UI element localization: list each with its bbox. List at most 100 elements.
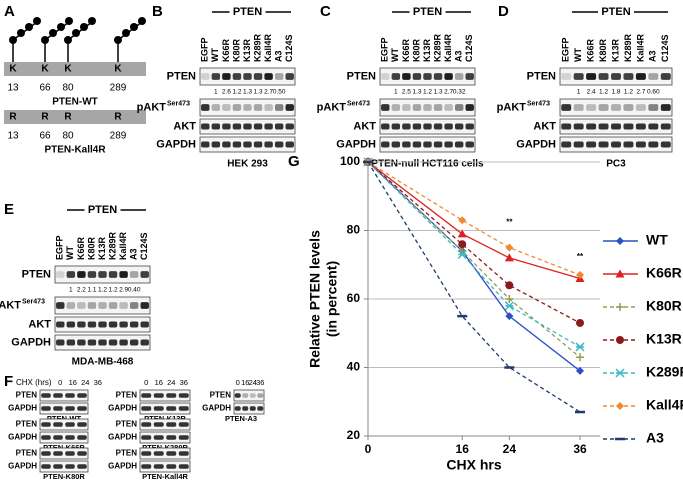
ubiquitin	[72, 29, 80, 37]
lane-label: EGFP	[380, 37, 390, 62]
marker	[505, 281, 514, 290]
blot-band	[65, 422, 75, 427]
blot-band	[444, 104, 453, 111]
row-label: GAPDH	[11, 336, 51, 348]
quantification: 2.7	[444, 89, 453, 96]
protein-bar	[4, 62, 146, 76]
protein-bar	[4, 110, 146, 124]
site-position: 66	[39, 131, 51, 142]
blot-band	[153, 464, 164, 469]
blot-band	[77, 464, 87, 469]
blot-band	[140, 339, 149, 346]
y-tick-label: 80	[347, 223, 361, 237]
series-line	[367, 161, 581, 358]
ubiquitin	[9, 36, 17, 44]
site: K	[9, 64, 17, 75]
blot-band	[264, 104, 273, 111]
blot-band	[586, 73, 597, 80]
blot-band	[249, 406, 256, 411]
blot-band	[119, 339, 128, 346]
blot-band	[242, 393, 249, 398]
blot-band	[234, 406, 241, 411]
construct-name: PTEN-WT	[52, 97, 98, 108]
blot-band	[178, 451, 189, 456]
blot-band	[98, 271, 107, 278]
blot-band	[222, 123, 231, 130]
site: K	[64, 64, 72, 75]
series-line	[367, 161, 581, 280]
lane-label: K80R	[411, 38, 421, 62]
quantification: 1.2	[599, 89, 608, 96]
construct-name: PTEN-Kall4R	[44, 145, 106, 156]
row-label: GAPDH	[8, 462, 37, 471]
blot-band	[98, 321, 107, 328]
blot-band	[129, 271, 139, 278]
row-label: GAPDH	[108, 433, 137, 442]
blot-band	[586, 104, 597, 111]
blot-band	[166, 464, 177, 469]
lane-label: EGFP	[200, 37, 210, 62]
blot-band	[77, 393, 87, 398]
blot-band	[178, 422, 189, 427]
time-label: CHX (hrs)	[16, 378, 52, 387]
blot-header: PTEN	[413, 6, 442, 18]
blot-band	[243, 141, 252, 148]
marker	[457, 249, 467, 260]
lane-label: EGFP	[561, 37, 571, 62]
marker	[576, 271, 584, 280]
blot-band	[465, 123, 474, 130]
marker	[504, 253, 514, 262]
lane-label: A3	[129, 248, 139, 260]
blot-band	[561, 123, 572, 130]
blot-band	[465, 141, 474, 148]
blot-band	[598, 104, 609, 111]
blot-band	[77, 271, 86, 278]
ubiquitin	[65, 17, 73, 25]
blot-frame	[379, 98, 476, 117]
blot-frame	[39, 418, 89, 431]
blot-band	[153, 393, 164, 398]
blot-band	[586, 123, 597, 130]
blot-band	[77, 422, 87, 427]
blot-band	[56, 271, 65, 278]
blot-band	[211, 123, 221, 130]
site: R	[9, 112, 17, 123]
blot-band	[65, 406, 75, 411]
blot-band	[77, 321, 86, 328]
quantification: 1	[577, 89, 581, 96]
lane-label: C124S	[139, 232, 149, 260]
lane-label: Kall4R	[443, 33, 453, 62]
blot-band	[201, 104, 210, 111]
ubiquitin	[33, 17, 41, 25]
blot-band	[623, 141, 634, 148]
legend-label: Kall4R	[646, 397, 683, 413]
blot-band	[232, 123, 242, 130]
lane-label: A3	[648, 50, 658, 62]
time-point: 16	[155, 378, 163, 387]
x-tick-label: 24	[503, 442, 517, 456]
site: R	[64, 112, 72, 123]
blot-band	[611, 123, 621, 130]
blot-band	[243, 73, 252, 80]
lane-label: WT	[573, 48, 583, 62]
lane-label: Kall4R	[635, 33, 645, 62]
quantification: 2.2	[77, 287, 86, 294]
row-label: AKT	[28, 318, 51, 330]
blot-frame	[54, 296, 151, 315]
blot-frame	[39, 431, 89, 444]
blot-band	[56, 339, 65, 346]
marker	[505, 312, 514, 321]
blot-band	[423, 73, 432, 80]
marker	[575, 342, 585, 352]
blot-band	[412, 123, 422, 130]
site-position: 80	[62, 83, 74, 94]
blot-band	[465, 73, 474, 80]
time-point: 36	[256, 378, 264, 387]
blot-band	[201, 123, 210, 130]
quantification: 1.2	[109, 287, 118, 294]
marker	[615, 368, 625, 378]
row-label: GAPDH	[108, 404, 137, 413]
site-position: 13	[7, 83, 19, 94]
blot-band	[648, 123, 659, 130]
blot-band	[242, 406, 249, 411]
